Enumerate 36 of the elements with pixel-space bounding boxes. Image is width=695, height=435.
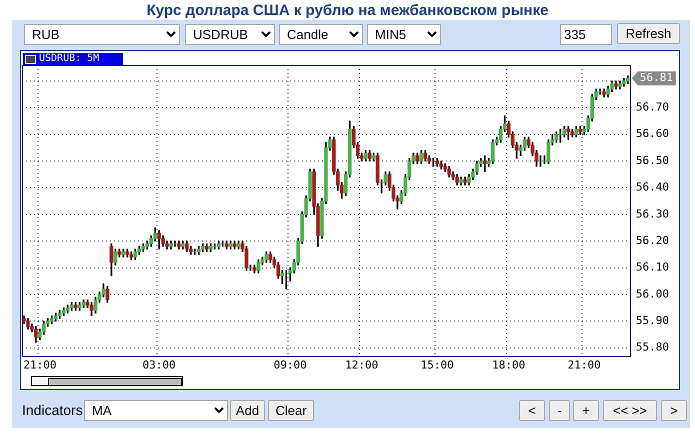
text: Add bbox=[230, 400, 265, 421]
y-tick-label: 56.00 bbox=[636, 287, 670, 300]
text: Indicators bbox=[22, 401, 83, 420]
chart-subtitle: USDRUB: 5M bbox=[39, 53, 100, 64]
text: 335 bbox=[560, 24, 612, 45]
y-tick-label: 55.80 bbox=[636, 340, 670, 354]
y-tick-label: 56.20 bbox=[636, 234, 670, 247]
y-tick-label: 56.70 bbox=[636, 100, 670, 114]
text: < bbox=[519, 400, 545, 421]
text: Refresh bbox=[617, 23, 680, 44]
y-tick-label: 56.30 bbox=[636, 207, 670, 220]
x-tick-label: 03:00 bbox=[142, 358, 176, 372]
text: Clear bbox=[268, 400, 314, 421]
y-tick-label: 56.50 bbox=[636, 154, 670, 167]
y-tick-label: 55.90 bbox=[636, 314, 670, 327]
x-tick-label: 21:00 bbox=[23, 358, 56, 372]
text: > bbox=[661, 400, 687, 421]
x-tick-label: 18:00 bbox=[492, 358, 526, 372]
y-tick-label: 56.10 bbox=[636, 260, 670, 274]
text: MA bbox=[84, 400, 228, 421]
text: + bbox=[573, 400, 599, 421]
text: MIN5 bbox=[367, 24, 441, 45]
text: 56.81 bbox=[640, 71, 674, 84]
text: RUB bbox=[24, 24, 180, 45]
text: - bbox=[549, 400, 570, 421]
x-tick-label: 12:00 bbox=[345, 358, 378, 372]
text: << >> bbox=[603, 400, 657, 421]
y-tick-label: 56.40 bbox=[636, 180, 670, 194]
candlestick bbox=[538, 155, 542, 167]
chart-title: Курс доллара США к рублю на межбанковском рынке bbox=[146, 2, 550, 19]
text: USDRUB bbox=[185, 24, 275, 45]
text: Candle bbox=[279, 24, 363, 45]
x-tick-label: 21:00 bbox=[568, 358, 601, 372]
x-tick-label: 09:00 bbox=[274, 358, 307, 372]
y-tick-label: 56.60 bbox=[636, 127, 670, 140]
x-tick-label: 15:00 bbox=[420, 358, 454, 372]
